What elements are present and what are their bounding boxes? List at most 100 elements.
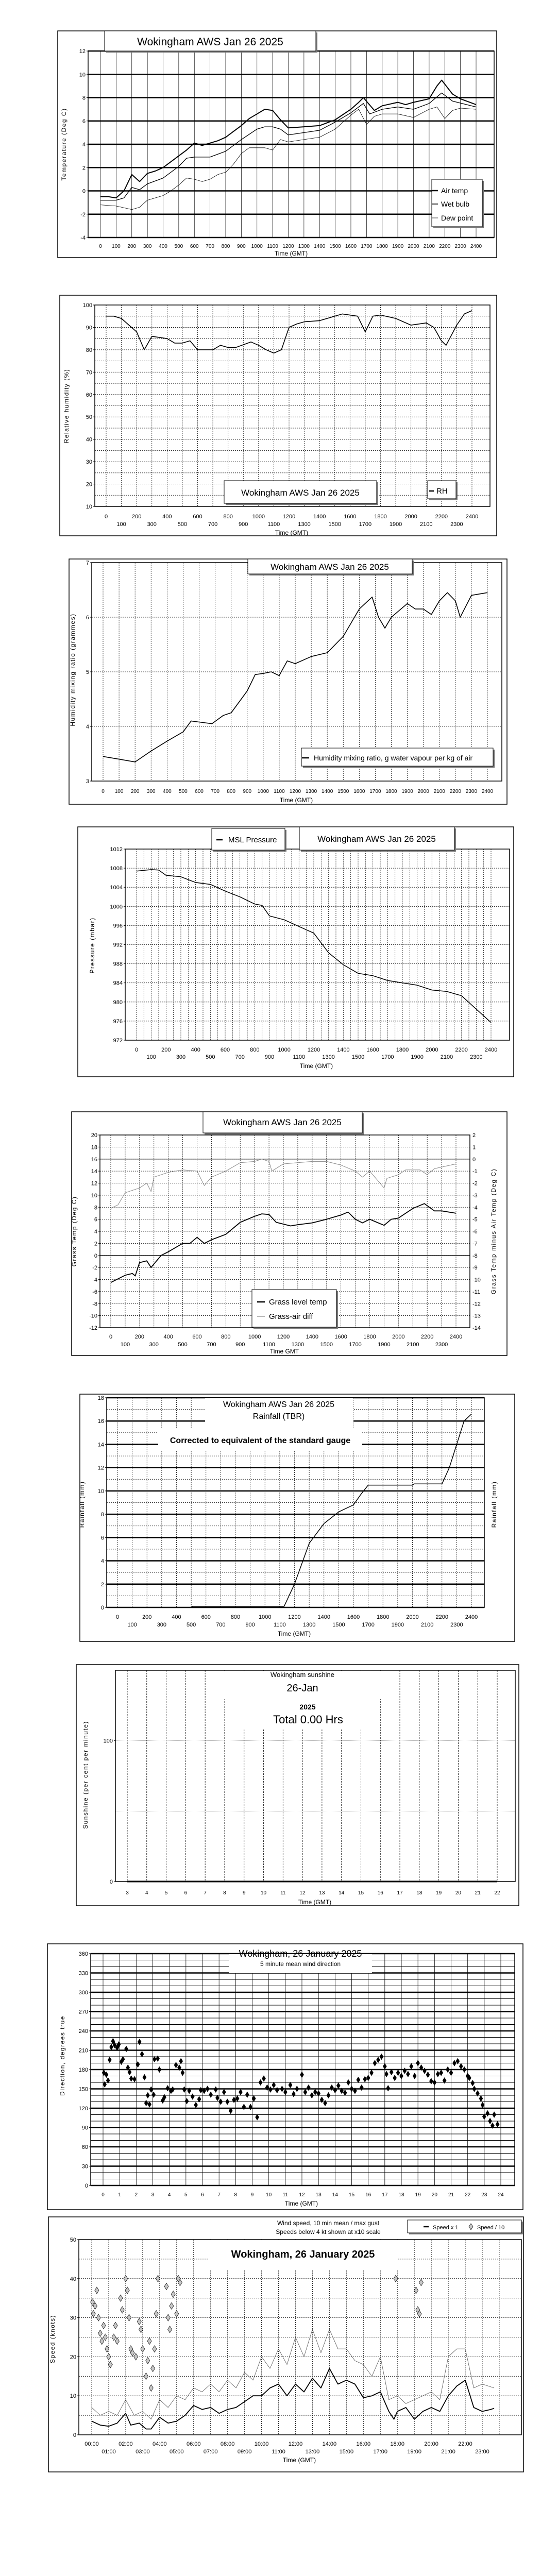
x-tick-label: 13:00 [306,2449,320,2455]
x-tick-label: 100 [112,244,121,249]
data-point [197,2096,201,2103]
data-point [111,2038,115,2045]
x-tick-label: 1600 [334,1334,347,1340]
y-axis-label: Relative humidity (%) [63,369,70,444]
data-point [232,2096,236,2104]
y-tick-label: 1012 [110,846,123,853]
data-point [124,2045,128,2053]
y-tick-label: 988 [113,961,123,968]
x-tick-label: 500 [187,1622,196,1628]
data-point [130,2349,135,2357]
x-axis-label: Time (GMT) [298,1899,331,1906]
x-tick-label: 1100 [274,1622,286,1628]
data-point [306,2084,311,2091]
y-tick-label: 60 [86,392,92,398]
data-point [376,2056,380,2063]
series-msl-pressure [136,869,492,1023]
y-tick-label: 12 [91,1181,97,1187]
series-line [110,1203,457,1283]
y-tick-label: -6 [92,1289,97,1295]
x-tick-label: 23:00 [475,2449,489,2455]
legend-box [427,480,457,499]
data-point [108,2361,113,2368]
title-box [158,1428,362,1450]
x-tick-label: 600 [192,1334,201,1340]
series-line [100,79,477,199]
series-speed-x-1 [91,2368,495,2430]
x-tick-label: 1600 [353,789,365,794]
data-point [449,2069,453,2076]
x-tick-label: 1500 [330,244,342,249]
x-tick-label: 1200 [288,1614,300,1620]
x-axis-label: Time (GMT) [300,1062,333,1070]
x-tick-label: 22:00 [458,2441,472,2447]
data-point [113,2321,118,2329]
data-point [105,2345,110,2353]
x-tick-label: 16 [378,1890,384,1896]
data-point [419,2064,424,2071]
y-tick-label: 992 [113,942,123,948]
title-box [205,1398,353,1428]
series-line [100,107,477,210]
legend-box [301,748,494,767]
data-point [442,2077,447,2084]
data-point [194,2102,198,2109]
x-tick-label: 1300 [322,1054,334,1060]
title-box [229,1954,372,1973]
y-tick-label: 996 [113,923,123,929]
x-tick-label: 17:00 [373,2449,387,2455]
x-tick-label: 1100 [274,789,285,794]
y-tick-label: 16 [91,1157,97,1163]
x-tick-label: 2400 [465,1614,478,1620]
y-right-tick-label: -7 [472,1241,478,1247]
data-point [228,2107,233,2114]
x-tick-label: 1800 [374,514,386,520]
data-point [149,2086,154,2093]
y-right-tick-label: -9 [472,1265,478,1271]
series-rh [106,310,472,354]
x-tick-label: 1400 [322,789,333,794]
x-tick-label: 1800 [377,244,388,249]
x-tick-label: 1100 [293,1054,306,1060]
x-tick-label: 9 [251,2192,254,2198]
x-tick-label: 18 [416,1890,422,1896]
x-tick-label: 700 [208,521,217,528]
data-point [94,2286,99,2294]
data-point [180,2069,185,2076]
y-tick-label: -4 [80,235,86,241]
data-point [356,2076,361,2083]
data-point [418,2279,424,2286]
x-tick-label: 1000 [251,244,263,249]
legend-label: Speed x 1 [433,2225,459,2231]
x-tick-label: 20 [432,2192,438,2198]
legend-label: Speed / 10 [477,2225,504,2231]
data-point [482,2113,486,2120]
y-tick-label: 80 [86,347,92,353]
x-tick-label: 15:00 [340,2449,354,2455]
y-tick-label: 330 [79,1971,88,1977]
y-tick-label: 972 [113,1038,123,1044]
data-point [209,2091,213,2098]
x-tick-label: 13 [319,1890,325,1896]
data-point [435,2071,440,2078]
data-point [343,2089,347,2096]
legend-label: MSL Pressure [228,836,277,844]
data-point [480,2102,485,2109]
x-tick-label: 00:00 [84,2441,99,2447]
title-box [247,558,413,574]
y-tick-label: 30 [86,459,92,465]
x-tick-label: 1000 [259,1614,271,1620]
data-point [218,2098,223,2105]
x-tick-label: 400 [159,244,167,249]
data-point [258,2079,263,2086]
plot-area [106,1397,485,1608]
data-point [393,2074,397,2081]
data-point [326,2092,331,2099]
x-tick-label: 300 [176,1054,185,1060]
x-tick-label: 2200 [439,244,451,249]
x-tick-label: 2000 [404,514,417,520]
data-point [139,2326,143,2333]
chart-title: Wokingham AWS Jan 26 2025 [317,834,436,844]
data-point [349,2086,354,2092]
x-tick-label: 200 [142,1614,151,1620]
